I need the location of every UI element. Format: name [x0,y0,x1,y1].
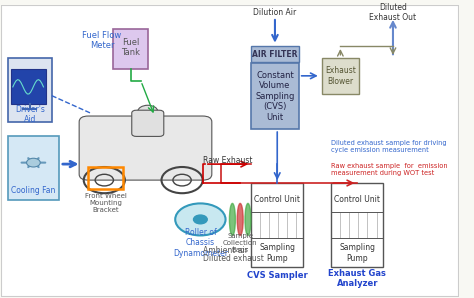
FancyBboxPatch shape [1,5,459,297]
Text: Raw Exhaust: Raw Exhaust [203,156,253,165]
Text: Raw exhaust sample  for  emission
measurement during WOT test: Raw exhaust sample for emission measurem… [331,163,447,176]
Text: Sampling
Pump: Sampling Pump [259,243,295,263]
Circle shape [193,215,207,224]
FancyArrowPatch shape [36,158,38,161]
FancyBboxPatch shape [113,29,148,69]
Text: Roller of
Chassis
Dynamometer: Roller of Chassis Dynamometer [173,228,228,258]
Text: Exhaust Gas
Analyzer: Exhaust Gas Analyzer [328,269,386,288]
Text: Ambient air: Ambient air [203,246,248,254]
Circle shape [27,158,40,167]
Text: Fuel
Tank: Fuel Tank [121,38,140,57]
Text: Cooling Fan: Cooling Fan [11,186,55,195]
FancyBboxPatch shape [8,136,59,201]
FancyBboxPatch shape [251,63,299,129]
Ellipse shape [245,204,251,235]
FancyBboxPatch shape [8,58,52,122]
FancyBboxPatch shape [251,46,299,62]
FancyBboxPatch shape [321,58,359,94]
Text: Dilution Air: Dilution Air [253,8,297,17]
Text: Control Unit: Control Unit [254,195,300,204]
Ellipse shape [229,204,236,235]
Ellipse shape [237,204,243,235]
Text: Front Wheel
Mounting
Bracket: Front Wheel Mounting Bracket [85,193,127,213]
FancyArrowPatch shape [28,164,31,167]
FancyArrowPatch shape [28,158,31,161]
Text: Constant
Volume
Sampling
(CVS)
Unit: Constant Volume Sampling (CVS) Unit [255,71,295,122]
Text: AIR FILTER: AIR FILTER [252,50,298,59]
Text: Diluted exhaust sample for driving
cycle emission measurement: Diluted exhaust sample for driving cycle… [331,140,447,153]
Text: Sample
Collection
Bags: Sample Collection Bags [223,233,257,253]
Text: Diluted
Exhaust Out: Diluted Exhaust Out [369,3,417,22]
Text: Diluted exhaust: Diluted exhaust [203,254,264,263]
Text: Exhaust
Blower: Exhaust Blower [325,66,356,86]
FancyBboxPatch shape [79,116,212,180]
Text: Sampling
Pump: Sampling Pump [339,243,375,263]
Circle shape [175,204,226,235]
Text: Control Unit: Control Unit [334,195,380,204]
FancyBboxPatch shape [11,69,46,104]
Text: CVS Sampler: CVS Sampler [247,271,308,280]
FancyBboxPatch shape [132,110,164,136]
FancyBboxPatch shape [251,183,303,268]
Text: Fuel Flow
Meter: Fuel Flow Meter [82,31,122,50]
FancyBboxPatch shape [331,183,383,268]
Circle shape [138,105,158,118]
Text: Driver's
Aid: Driver's Aid [15,105,45,124]
FancyArrowPatch shape [36,164,38,167]
